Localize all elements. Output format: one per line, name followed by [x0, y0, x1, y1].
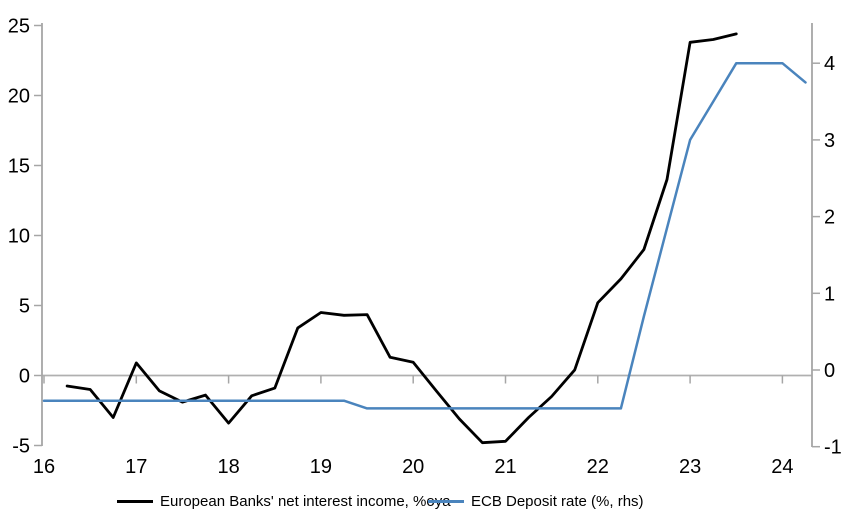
legend-label-ecb-deposit-rate: ECB Deposit rate (%, rhs) [471, 492, 644, 510]
y-right-tick-label: 1 [824, 283, 835, 305]
legend-item-net-interest-income: European Banks' net interest income, %oy… [117, 490, 451, 512]
x-tick-label: 16 [33, 456, 55, 478]
x-tick-label: 23 [679, 456, 701, 478]
y-left-tick-label: 15 [8, 156, 30, 178]
legend: European Banks' net interest income, %oy… [0, 490, 852, 514]
legend-line-blue-icon [428, 499, 464, 503]
x-tick-label: 22 [587, 456, 609, 478]
y-left-tick-label: 10 [8, 226, 30, 248]
y-left-tick-label: 25 [8, 16, 30, 38]
y-left-tick-label: 0 [19, 366, 30, 388]
y-left-tick-label: 20 [8, 86, 30, 108]
y-right-tick-label: 3 [824, 130, 835, 152]
series-line-net-interest-income [65, 32, 738, 445]
x-tick-label: 19 [310, 456, 332, 478]
y-right-tick-label: 0 [824, 360, 835, 382]
legend-line-black-icon [117, 499, 153, 503]
series-line-ecb-deposit-rate [42, 61, 807, 410]
x-tick-label: 21 [494, 456, 516, 478]
x-tick-label: 17 [125, 456, 147, 478]
x-tick-label: 24 [771, 456, 793, 478]
legend-label-net-interest-income: European Banks' net interest income, %oy… [160, 492, 451, 510]
legend-item-ecb-deposit-rate: ECB Deposit rate (%, rhs) [428, 490, 644, 512]
y-right-tick-label: 2 [824, 207, 835, 229]
y-left-tick-label: 5 [19, 296, 30, 318]
y-left-tick-label: -5 [12, 436, 30, 458]
x-tick-label: 18 [217, 456, 239, 478]
y-right-tick-label: 4 [824, 53, 835, 75]
y-right-tick-label: -1 [824, 437, 842, 459]
x-tick-label: 20 [402, 456, 424, 478]
